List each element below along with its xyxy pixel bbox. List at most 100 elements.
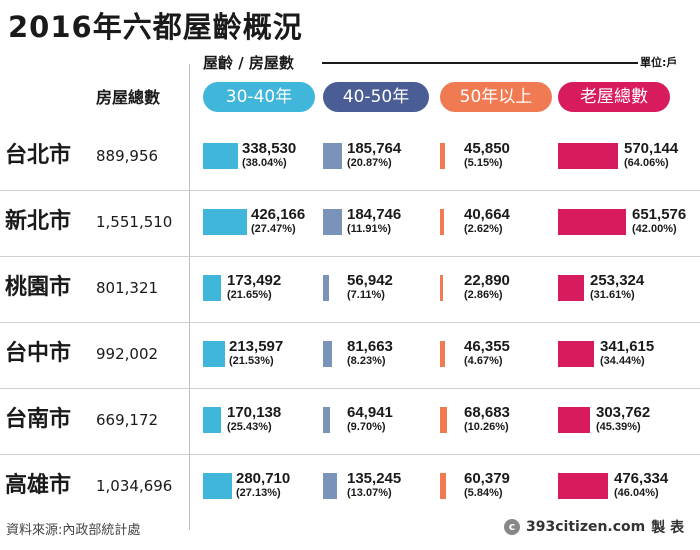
data-label-50-plus: 40,664 <box>464 206 510 223</box>
header-total-houses: 房屋總數 <box>96 88 161 107</box>
data-label-30-40: 213,597 <box>229 338 284 355</box>
pct-label-40-50: (9.70%) <box>347 421 386 433</box>
pct-label-30-40: (27.13%) <box>236 487 281 499</box>
unit-label: 單位:戶 <box>640 56 678 69</box>
pct-label-old-total: (42.00%) <box>632 223 677 235</box>
chart-title: 2016年六都屋齡概況 <box>8 10 303 44</box>
data-label-40-50: 135,245 <box>347 470 402 487</box>
data-label-30-40: 426,166 <box>251 206 306 223</box>
data-label-30-40: 173,492 <box>227 272 282 289</box>
data-label-old-total: 476,334 <box>614 470 669 487</box>
header-age-houses: 屋齡 / 房屋數 <box>203 54 294 72</box>
pct-label-old-total: (64.06%) <box>624 157 669 169</box>
pct-label-40-50: (20.87%) <box>347 157 392 169</box>
bar-40-50 <box>323 209 342 235</box>
pct-label-old-total: (34.44%) <box>600 355 645 367</box>
bar-30-40 <box>203 143 238 169</box>
pct-label-40-50: (8.23%) <box>347 355 386 367</box>
bar-40-50 <box>323 143 342 169</box>
city-label: 台南市 <box>5 407 72 432</box>
data-label-old-total: 253,324 <box>590 272 645 289</box>
data-label-30-40: 338,530 <box>242 140 297 157</box>
bar-40-50 <box>323 341 332 367</box>
data-label-40-50: 81,663 <box>347 338 393 355</box>
legend-pill-old-total: 老屋總數 <box>558 82 670 112</box>
total-houses-value: 1,551,510 <box>96 213 173 231</box>
bar-50-plus <box>440 143 445 169</box>
bar-old-total <box>558 209 626 235</box>
pct-label-50-plus: (4.67%) <box>464 355 503 367</box>
data-label-40-50: 185,764 <box>347 140 402 157</box>
bar-old-total <box>558 275 584 301</box>
legend-pill-50-plus: 50年以上 <box>440 82 552 112</box>
pct-label-old-total: (31.61%) <box>590 289 635 301</box>
pct-label-40-50: (13.07%) <box>347 487 392 499</box>
pct-label-old-total: (46.04%) <box>614 487 659 499</box>
bar-40-50 <box>323 473 337 499</box>
bar-30-40 <box>203 341 225 367</box>
bar-30-40 <box>203 209 247 235</box>
data-label-old-total: 651,576 <box>632 206 687 223</box>
credit: c 393citizen.com 製 表 <box>504 517 684 537</box>
total-houses-value: 889,956 <box>96 147 159 165</box>
data-label-40-50: 184,746 <box>347 206 402 223</box>
bar-old-total <box>558 143 618 169</box>
row-divider <box>0 190 700 191</box>
header-rule <box>322 62 638 64</box>
city-label: 台中市 <box>5 341 72 366</box>
pct-label-40-50: (11.91%) <box>347 223 392 235</box>
data-label-40-50: 64,941 <box>347 404 393 421</box>
bar-30-40 <box>203 275 221 301</box>
city-label: 高雄市 <box>5 473 72 498</box>
data-label-old-total: 303,762 <box>596 404 651 421</box>
row-divider <box>0 322 700 323</box>
data-label-30-40: 280,710 <box>236 470 291 487</box>
data-label-30-40: 170,138 <box>227 404 282 421</box>
bar-old-total <box>558 473 608 499</box>
copyright-icon: c <box>504 519 520 535</box>
pct-label-50-plus: (10.26%) <box>464 421 509 433</box>
total-houses-value: 1,034,696 <box>96 477 173 495</box>
source-note: 資料來源:內政部統計處 <box>6 523 141 538</box>
data-label-50-plus: 22,890 <box>464 272 510 289</box>
bar-30-40 <box>203 473 232 499</box>
pct-label-50-plus: (5.15%) <box>464 157 503 169</box>
pct-label-50-plus: (2.86%) <box>464 289 503 301</box>
bar-50-plus <box>440 275 443 301</box>
bar-old-total <box>558 341 594 367</box>
total-houses-value: 669,172 <box>96 411 159 429</box>
total-houses-value: 801,321 <box>96 279 159 297</box>
pct-label-30-40: (21.65%) <box>227 289 272 301</box>
data-label-50-plus: 46,355 <box>464 338 510 355</box>
row-divider <box>0 388 700 389</box>
city-label: 台北市 <box>5 143 72 168</box>
pct-label-40-50: (7.11%) <box>347 289 385 301</box>
pct-label-30-40: (21.53%) <box>229 355 274 367</box>
bar-50-plus <box>440 473 446 499</box>
data-label-40-50: 56,942 <box>347 272 393 289</box>
bar-50-plus <box>440 209 444 235</box>
bar-old-total <box>558 407 590 433</box>
credit-suffix: 製 表 <box>651 520 685 536</box>
pct-label-old-total: (45.39%) <box>596 421 641 433</box>
pct-label-50-plus: (2.62%) <box>464 223 503 235</box>
data-label-old-total: 570,144 <box>624 140 679 157</box>
credit-site: 393citizen.com <box>526 519 646 535</box>
total-houses-value: 992,002 <box>96 345 159 363</box>
data-label-old-total: 341,615 <box>600 338 655 355</box>
vertical-divider <box>189 64 190 530</box>
bar-30-40 <box>203 407 221 433</box>
row-divider <box>0 454 700 455</box>
city-label: 新北市 <box>5 209 72 234</box>
legend-pill-40-50: 40-50年 <box>323 82 429 112</box>
legend-pill-30-40: 30-40年 <box>203 82 315 112</box>
pct-label-30-40: (27.47%) <box>251 223 296 235</box>
data-label-50-plus: 45,850 <box>464 140 510 157</box>
pct-label-30-40: (38.04%) <box>242 157 287 169</box>
bar-40-50 <box>323 275 329 301</box>
data-label-50-plus: 60,379 <box>464 470 510 487</box>
data-label-50-plus: 68,683 <box>464 404 510 421</box>
pct-label-50-plus: (5.84%) <box>464 487 503 499</box>
bar-50-plus <box>440 341 445 367</box>
bar-50-plus <box>440 407 447 433</box>
